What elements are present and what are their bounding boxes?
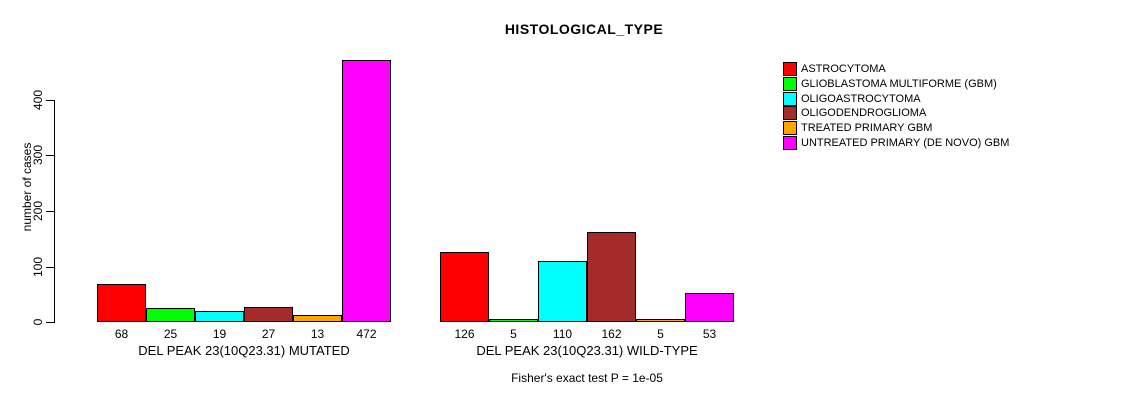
- legend-label: UNTREATED PRIMARY (DE NOVO) GBM: [801, 136, 1010, 149]
- bar-value-label: 110: [552, 327, 573, 341]
- bar-oligodendroglioma: [244, 307, 293, 322]
- bar-value-label: 53: [702, 327, 717, 341]
- y-tick-label: 300: [31, 144, 45, 166]
- legend-item: OLIGOASTROCYTOMA: [783, 91, 1009, 106]
- bar-value-label: 5: [510, 327, 517, 341]
- bar-value-label: 19: [212, 327, 227, 341]
- bar-treated-primary-gbm: [636, 319, 685, 322]
- y-axis-tick: [46, 211, 54, 212]
- legend-item: UNTREATED PRIMARY (DE NOVO) GBM: [783, 135, 1009, 150]
- legend-swatch-icon: [783, 106, 797, 121]
- legend-item: OLIGODENDROGLIOMA: [783, 106, 1009, 121]
- legend-swatch-icon: [783, 62, 797, 77]
- legend-item: ASTROCYTOMA: [783, 62, 1009, 77]
- bar-untreated-primary-de-novo-gbm: [685, 293, 734, 322]
- y-tick-label: 0: [31, 318, 45, 326]
- legend-item: TREATED PRIMARY GBM: [783, 121, 1009, 136]
- y-axis-tick: [46, 100, 54, 101]
- bar-value-label: 25: [163, 327, 178, 341]
- y-axis-tick: [46, 267, 54, 268]
- legend-label: OLIGODENDROGLIOMA: [801, 107, 927, 120]
- bar-treated-primary-gbm: [293, 315, 342, 322]
- legend-label: TREATED PRIMARY GBM: [801, 122, 933, 135]
- y-tick-label: 100: [31, 256, 45, 278]
- legend-swatch-icon: [783, 91, 797, 106]
- legend-swatch-icon: [783, 121, 797, 136]
- bar-oligodendroglioma: [587, 232, 636, 322]
- bar-oligoastrocytoma: [538, 261, 587, 322]
- bar-oligoastrocytoma: [195, 311, 244, 322]
- bar-value-label: 162: [601, 327, 622, 341]
- legend-label: GLIOBLASTOMA MULTIFORME (GBM): [801, 78, 997, 91]
- bar-astrocytoma: [440, 252, 489, 322]
- bar-value-label: 68: [114, 327, 129, 341]
- legend-swatch-icon: [783, 135, 797, 150]
- legend: ASTROCYTOMA GLIOBLASTOMA MULTIFORME (GBM)…: [783, 62, 1009, 150]
- bar-glioblastoma-multiforme-gbm-: [146, 308, 195, 322]
- fisher-test-annotation: Fisher's exact test P = 1e-05: [511, 371, 663, 385]
- y-axis-tick: [46, 155, 54, 156]
- bar-value-label: 5: [657, 327, 664, 341]
- category-label: DEL PEAK 23(10Q23.31) WILD-TYPE: [476, 343, 698, 358]
- y-axis-line: [54, 100, 55, 323]
- y-tick-label: 200: [31, 200, 45, 222]
- bar-value-label: 27: [261, 327, 276, 341]
- legend-label: OLIGOASTROCYTOMA: [801, 92, 921, 105]
- bar-astrocytoma: [97, 284, 146, 322]
- bar-untreated-primary-de-novo-gbm: [342, 60, 391, 322]
- bar-value-label: 472: [356, 327, 377, 341]
- legend-swatch-icon: [783, 77, 797, 92]
- category-label: DEL PEAK 23(10Q23.31) MUTATED: [138, 343, 350, 358]
- legend-label: ASTROCYTOMA: [801, 63, 886, 76]
- y-tick-label: 400: [31, 89, 45, 111]
- chart-title: HISTOLOGICAL_TYPE: [504, 21, 664, 37]
- bar-glioblastoma-multiforme-gbm-: [489, 319, 538, 322]
- bar-value-label: 126: [454, 327, 475, 341]
- legend-item: GLIOBLASTOMA MULTIFORME (GBM): [783, 77, 1009, 92]
- bar-value-label: 13: [310, 327, 325, 341]
- y-axis-tick: [46, 322, 54, 323]
